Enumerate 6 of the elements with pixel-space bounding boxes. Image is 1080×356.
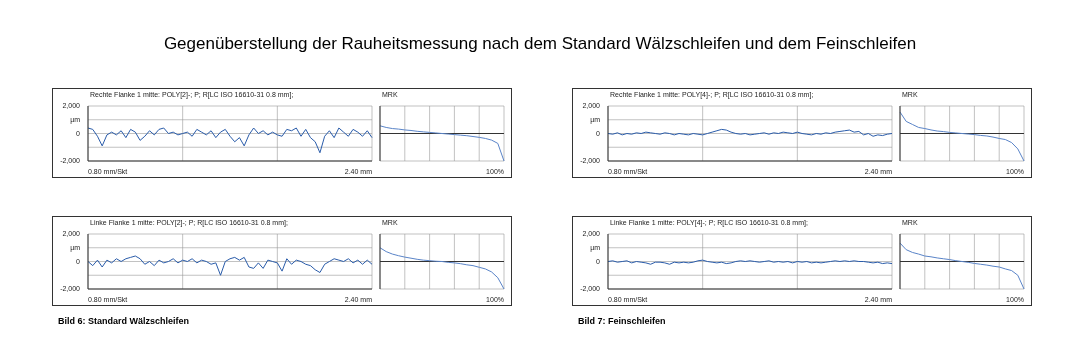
text: Bild 6: Standard Wälzschleifen [58,316,190,326]
line-series [607,128,893,137]
text: Gegenüberstellung der Rauheitsmessung nach dem Standard Wälzschleifen und dem Feinschleifen [162,34,918,54]
line-series [87,127,373,154]
text: Bild 7: Feinschleifen [578,316,666,326]
line-series [87,255,373,276]
